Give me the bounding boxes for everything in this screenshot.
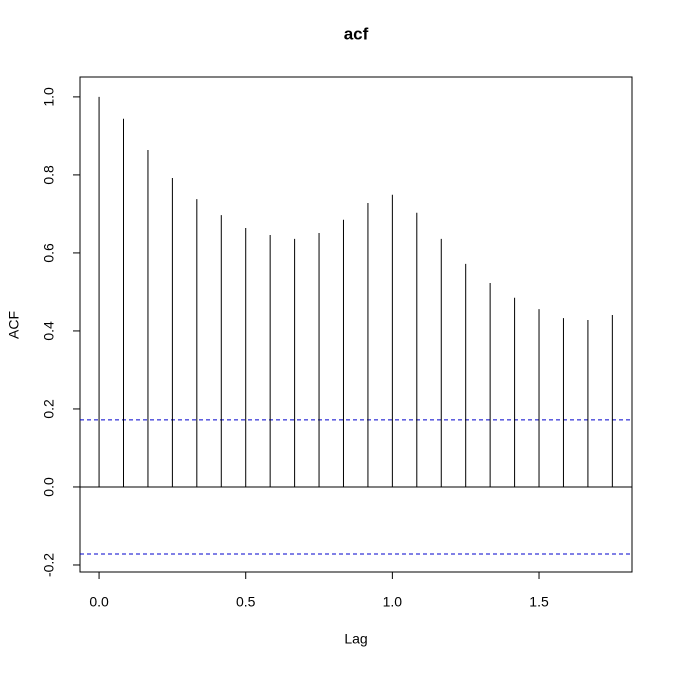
y-tick-label: 0.6 bbox=[41, 243, 57, 263]
x-tick-label: 1.0 bbox=[383, 594, 403, 610]
y-tick-label: 0.8 bbox=[41, 165, 57, 185]
x-tick-label: 0.5 bbox=[236, 594, 256, 610]
x-tick-label: 0.0 bbox=[89, 594, 109, 610]
y-tick-label: 0.2 bbox=[41, 399, 57, 419]
x-tick-label: 1.5 bbox=[529, 594, 549, 610]
y-axis-label: ACF bbox=[6, 311, 22, 339]
plot-frame bbox=[79, 76, 633, 573]
y-tick-label: 0.0 bbox=[41, 477, 57, 497]
y-tick-label: -0.2 bbox=[41, 553, 57, 577]
y-tick-label: 0.4 bbox=[41, 321, 57, 341]
chart-title: acf bbox=[344, 24, 369, 43]
x-axis-label: Lag bbox=[344, 631, 367, 647]
y-tick-label: 1.0 bbox=[41, 87, 57, 107]
